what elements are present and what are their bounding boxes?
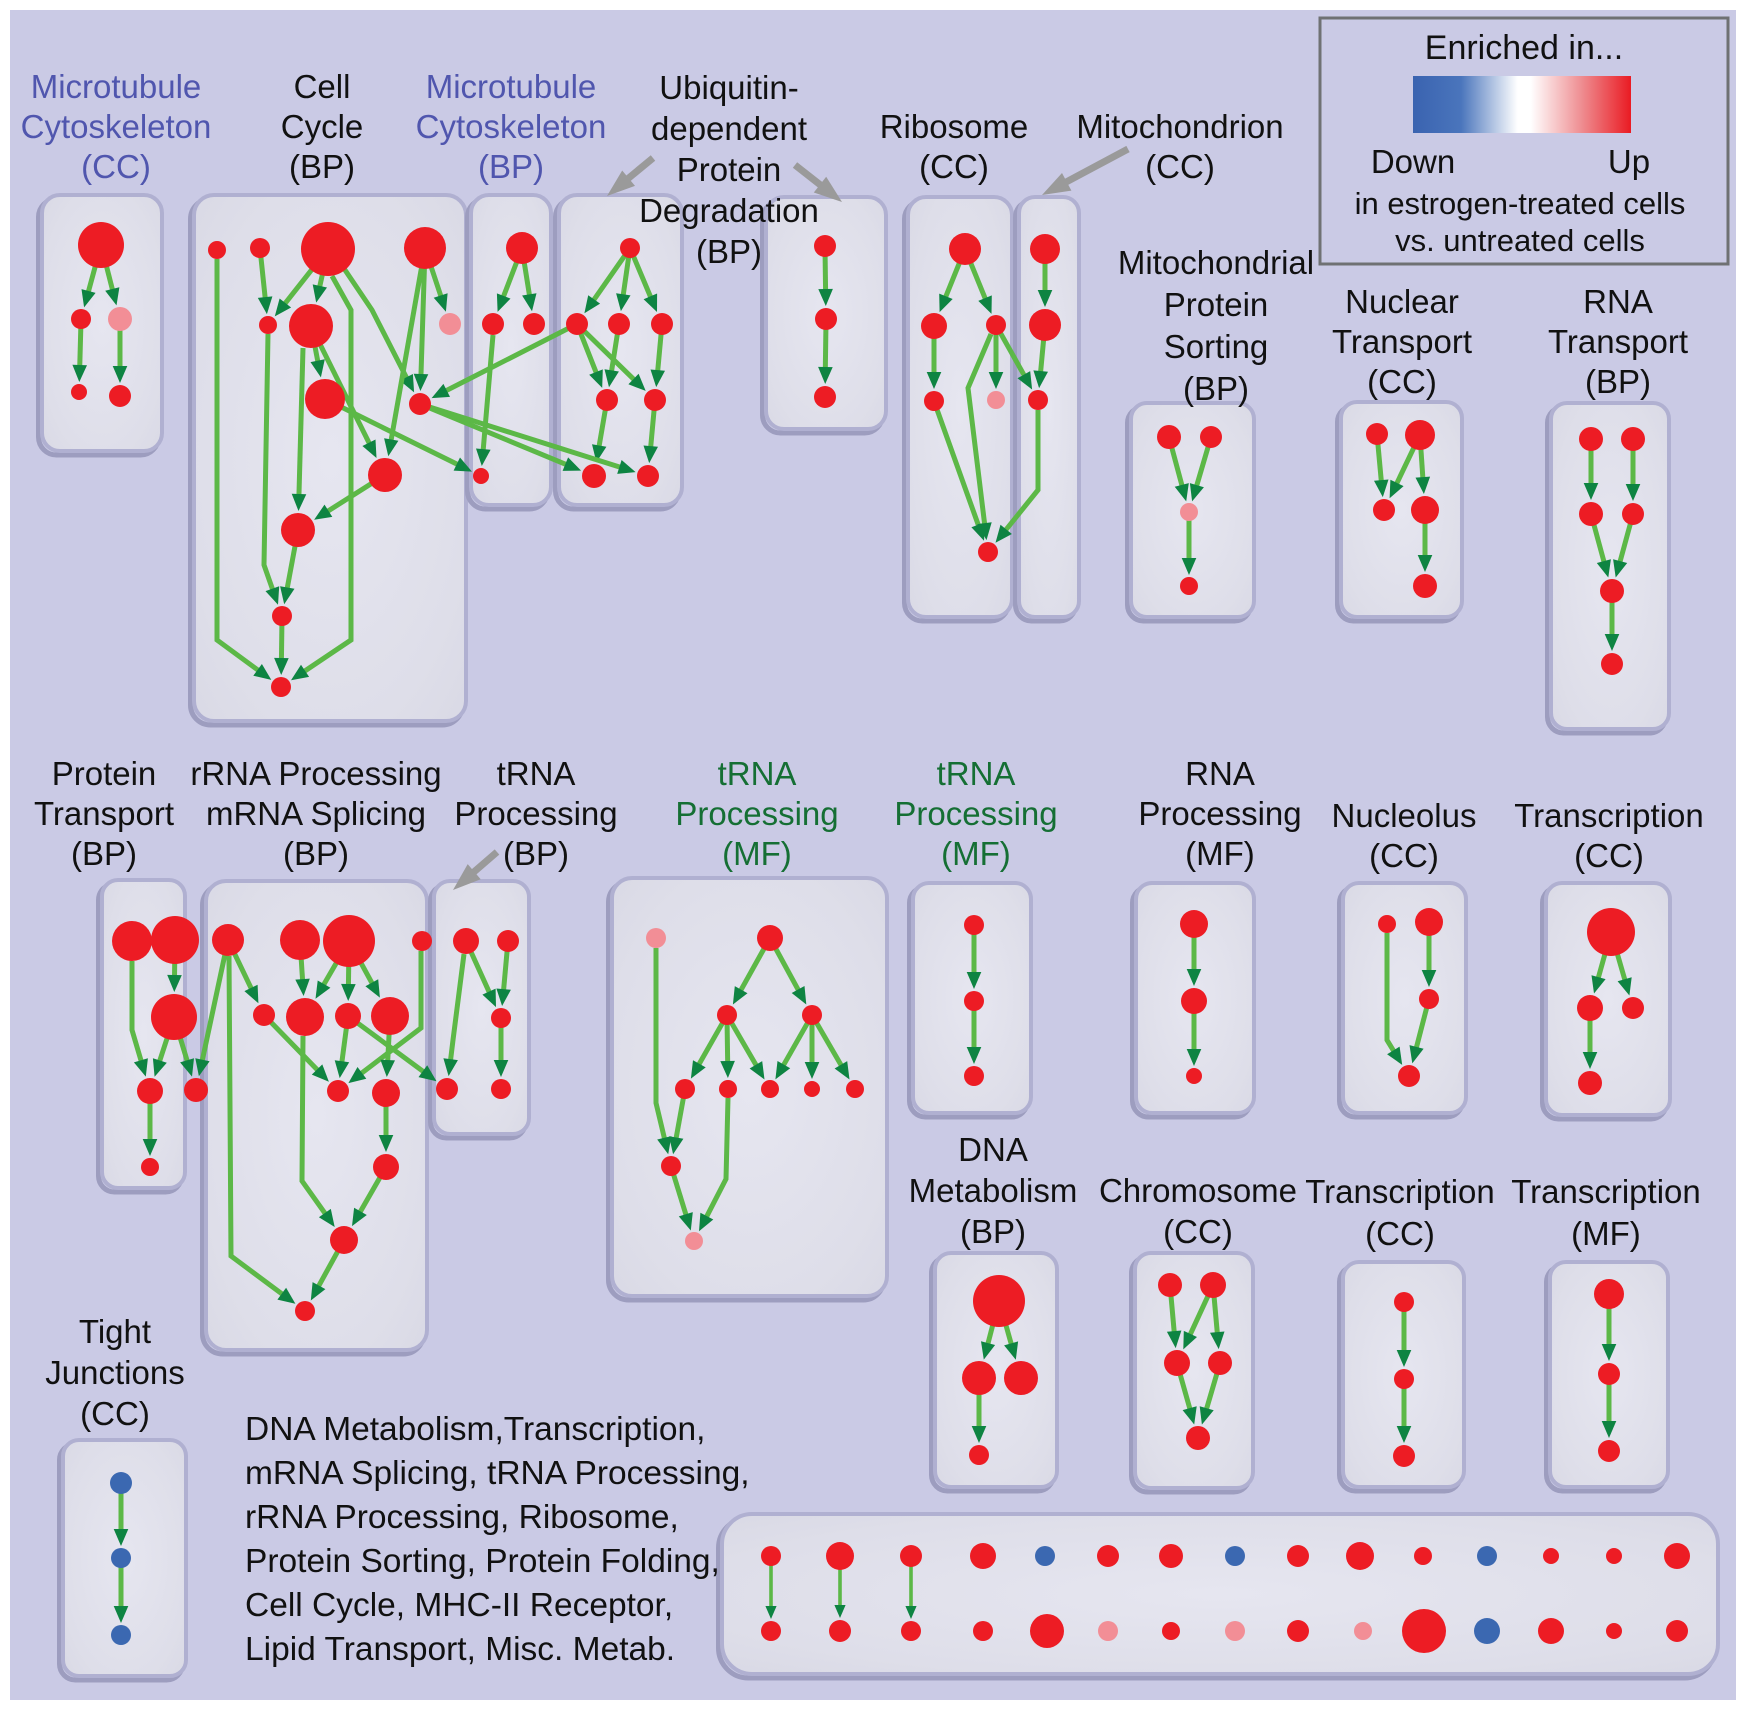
svg-text:Cytoskeleton: Cytoskeleton: [21, 108, 212, 145]
svg-text:vs. untreated cells: vs. untreated cells: [1395, 223, 1645, 258]
svg-text:Processing: Processing: [675, 795, 838, 832]
svg-text:DNA: DNA: [958, 1131, 1028, 1168]
svg-text:(CC): (CC): [919, 148, 989, 185]
svg-text:Transport: Transport: [1332, 323, 1472, 360]
svg-text:Up: Up: [1608, 143, 1650, 180]
svg-text:Nucleolus: Nucleolus: [1332, 797, 1477, 834]
svg-text:RNA: RNA: [1185, 755, 1255, 792]
svg-text:(BP): (BP): [289, 148, 355, 185]
svg-text:(BP): (BP): [960, 1213, 1026, 1250]
svg-text:Down: Down: [1371, 143, 1455, 180]
svg-text:(BP): (BP): [71, 835, 137, 872]
svg-text:(BP): (BP): [1585, 363, 1651, 400]
svg-text:(MF): (MF): [1571, 1215, 1641, 1252]
svg-text:Nuclear: Nuclear: [1345, 283, 1459, 320]
svg-text:rRNA Processing: rRNA Processing: [190, 755, 441, 792]
svg-text:Cell: Cell: [294, 68, 351, 105]
svg-text:(MF): (MF): [941, 835, 1011, 872]
svg-text:tRNA: tRNA: [497, 755, 576, 792]
svg-text:tRNA: tRNA: [937, 755, 1016, 792]
svg-text:Transcription: Transcription: [1514, 797, 1704, 834]
svg-text:dependent: dependent: [651, 110, 807, 147]
svg-text:(MF): (MF): [722, 835, 792, 872]
svg-text:Lipid Transport, Misc. Metab.: Lipid Transport, Misc. Metab.: [245, 1631, 675, 1668]
svg-text:Tight: Tight: [79, 1313, 151, 1350]
svg-text:Protein: Protein: [1164, 286, 1269, 323]
svg-text:(CC): (CC): [81, 148, 151, 185]
svg-text:Protein: Protein: [52, 755, 157, 792]
svg-text:DNA Metabolism,Transcription,: DNA Metabolism,Transcription,: [245, 1411, 705, 1448]
svg-text:(CC): (CC): [1145, 148, 1215, 185]
svg-text:(BP): (BP): [696, 233, 762, 270]
svg-text:(CC): (CC): [1369, 837, 1439, 874]
svg-text:Cell Cycle, MHC-II Receptor,: Cell Cycle, MHC-II Receptor,: [245, 1587, 673, 1624]
svg-text:Protein: Protein: [677, 151, 782, 188]
svg-text:Microtubule: Microtubule: [426, 68, 597, 105]
svg-text:(BP): (BP): [1183, 370, 1249, 407]
svg-text:Metabolism: Metabolism: [909, 1172, 1078, 1209]
svg-text:mRNA Splicing, tRNA Processing: mRNA Splicing, tRNA Processing,: [245, 1455, 750, 1492]
svg-text:tRNA: tRNA: [718, 755, 797, 792]
svg-text:in estrogen-treated cells: in estrogen-treated cells: [1355, 186, 1686, 221]
svg-text:Degradation: Degradation: [639, 192, 819, 229]
svg-text:Cycle: Cycle: [281, 108, 364, 145]
svg-text:(CC): (CC): [80, 1395, 150, 1432]
svg-text:Mitochondrial: Mitochondrial: [1118, 244, 1314, 281]
svg-text:(BP): (BP): [503, 835, 569, 872]
svg-text:(CC): (CC): [1163, 1213, 1233, 1250]
svg-text:(CC): (CC): [1574, 837, 1644, 874]
svg-text:Mitochondrion: Mitochondrion: [1076, 108, 1283, 145]
svg-text:Chromosome: Chromosome: [1099, 1172, 1297, 1209]
svg-text:mRNA Splicing: mRNA Splicing: [206, 795, 426, 832]
svg-text:(MF): (MF): [1185, 835, 1255, 872]
svg-text:Transcription: Transcription: [1511, 1173, 1701, 1210]
svg-text:(CC): (CC): [1365, 1215, 1435, 1252]
svg-text:Junctions: Junctions: [45, 1354, 184, 1391]
svg-text:rRNA Processing, Ribosome,: rRNA Processing, Ribosome,: [245, 1499, 679, 1536]
svg-text:Cytoskeleton: Cytoskeleton: [416, 108, 607, 145]
svg-text:Enriched in...: Enriched in...: [1425, 29, 1623, 67]
svg-text:RNA: RNA: [1583, 283, 1653, 320]
svg-text:(CC): (CC): [1367, 363, 1437, 400]
svg-text:Protein Sorting, Protein Foldi: Protein Sorting, Protein Folding,: [245, 1543, 720, 1580]
svg-text:Ubiquitin-: Ubiquitin-: [659, 69, 798, 106]
svg-text:Microtubule: Microtubule: [31, 68, 202, 105]
svg-text:Transport: Transport: [1548, 323, 1688, 360]
svg-text:Processing: Processing: [894, 795, 1057, 832]
svg-text:Ribosome: Ribosome: [880, 108, 1029, 145]
svg-text:Processing: Processing: [1138, 795, 1301, 832]
svg-text:Sorting: Sorting: [1164, 328, 1269, 365]
svg-text:(BP): (BP): [478, 148, 544, 185]
svg-text:Transcription: Transcription: [1305, 1173, 1495, 1210]
svg-text:Processing: Processing: [454, 795, 617, 832]
svg-text:(BP): (BP): [283, 835, 349, 872]
svg-text:Transport: Transport: [34, 795, 174, 832]
